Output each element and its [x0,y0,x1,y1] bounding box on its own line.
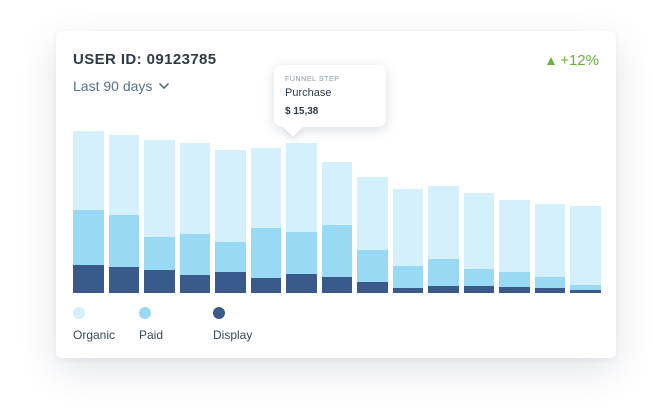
stacked-bar[interactable] [179,142,210,293]
stacked-bar[interactable] [321,161,352,293]
bar-segment-paid [286,231,317,275]
bar-segment-organic [428,186,459,260]
change-value: +12% [560,52,599,69]
bar-segment-organic [463,193,494,270]
bar-segment-display [392,288,423,293]
legend-label-display: Display [213,328,253,342]
tooltip-step-name: Purchase [285,87,332,99]
bar-segment-paid [108,214,139,268]
legend-label-organic: Organic [73,328,116,342]
legend-swatch-display [213,307,225,319]
bar-segment-display [357,282,388,293]
bar-segment-organic [357,177,388,250]
legend-swatch-organic [73,307,85,319]
bar-segment-organic [534,204,565,278]
bar-segment-paid [570,285,601,291]
bar-segment-display [250,278,281,293]
bar-segment-display [179,275,210,293]
bar-segment-paid [463,269,494,287]
stacked-bar[interactable] [108,134,139,293]
stacked-bar[interactable] [357,177,388,293]
stacked-bar[interactable] [428,186,459,293]
bar-segment-display [215,272,246,293]
bar-segment-paid [499,272,530,288]
tooltip-label: FUNNEL STEP [285,76,340,83]
stacked-bar[interactable] [392,189,423,293]
stacked-bar[interactable] [215,149,246,293]
legend-swatch-paid [139,307,151,319]
bar-segment-paid [215,241,246,273]
stacked-bar[interactable] [286,142,317,293]
bar-segment-organic [179,142,210,234]
bar-segment-paid [392,266,423,289]
bar-segment-organic [73,130,104,210]
bar-segment-paid [250,227,281,279]
bar-segment-paid [73,210,104,266]
stacked-bar[interactable] [250,147,281,293]
bar-segment-paid [534,277,565,289]
bar-segment-display [428,286,459,293]
bar-segment-display [321,277,352,293]
stacked-bar[interactable] [499,200,530,293]
bar-segment-display [144,270,175,293]
chevron-down-icon [159,83,170,89]
bar-segment-display [570,290,601,293]
change-indicator: +12% [547,52,599,69]
bar-segment-paid [144,236,175,271]
bar-segment-organic [570,206,601,286]
user-id-title: USER ID: 09123785 [73,51,217,68]
bar-segment-organic [144,139,175,237]
tooltip-value: $ 15,38 [285,106,319,117]
stacked-bar-chart [56,31,616,358]
arrow-up-icon [547,56,556,65]
tooltip: FUNNEL STEP Purchase $ 15,38 [274,65,386,127]
stacked-bar[interactable] [534,204,565,293]
bar-segment-organic [321,161,352,225]
bar-segment-organic [392,189,423,267]
stacked-bar[interactable] [144,139,175,293]
period-label: Last 90 days [73,78,153,94]
period-dropdown[interactable]: Last 90 days [73,78,170,94]
legend-label-paid: Paid [139,328,164,342]
bar-segment-display [108,267,139,293]
bar-segment-paid [179,233,210,276]
bar-segment-organic [250,147,281,228]
stacked-bar[interactable] [570,206,601,293]
bar-segment-organic [499,200,530,273]
bar-segment-display [534,288,565,293]
bar-segment-display [499,287,530,293]
bar-segment-organic [108,134,139,215]
stacked-bar[interactable] [463,193,494,293]
bar-segment-organic [286,142,317,232]
bar-segment-paid [428,259,459,287]
bar-segment-display [463,286,494,293]
chart-card: USER ID: 09123785 Last 90 days +12% FUNN… [56,31,616,358]
stacked-bar[interactable] [73,130,104,293]
bar-segment-display [286,274,317,293]
bar-segment-organic [215,149,246,242]
bar-segment-display [73,265,104,293]
bar-segment-paid [321,224,352,278]
bar-segment-paid [357,249,388,283]
